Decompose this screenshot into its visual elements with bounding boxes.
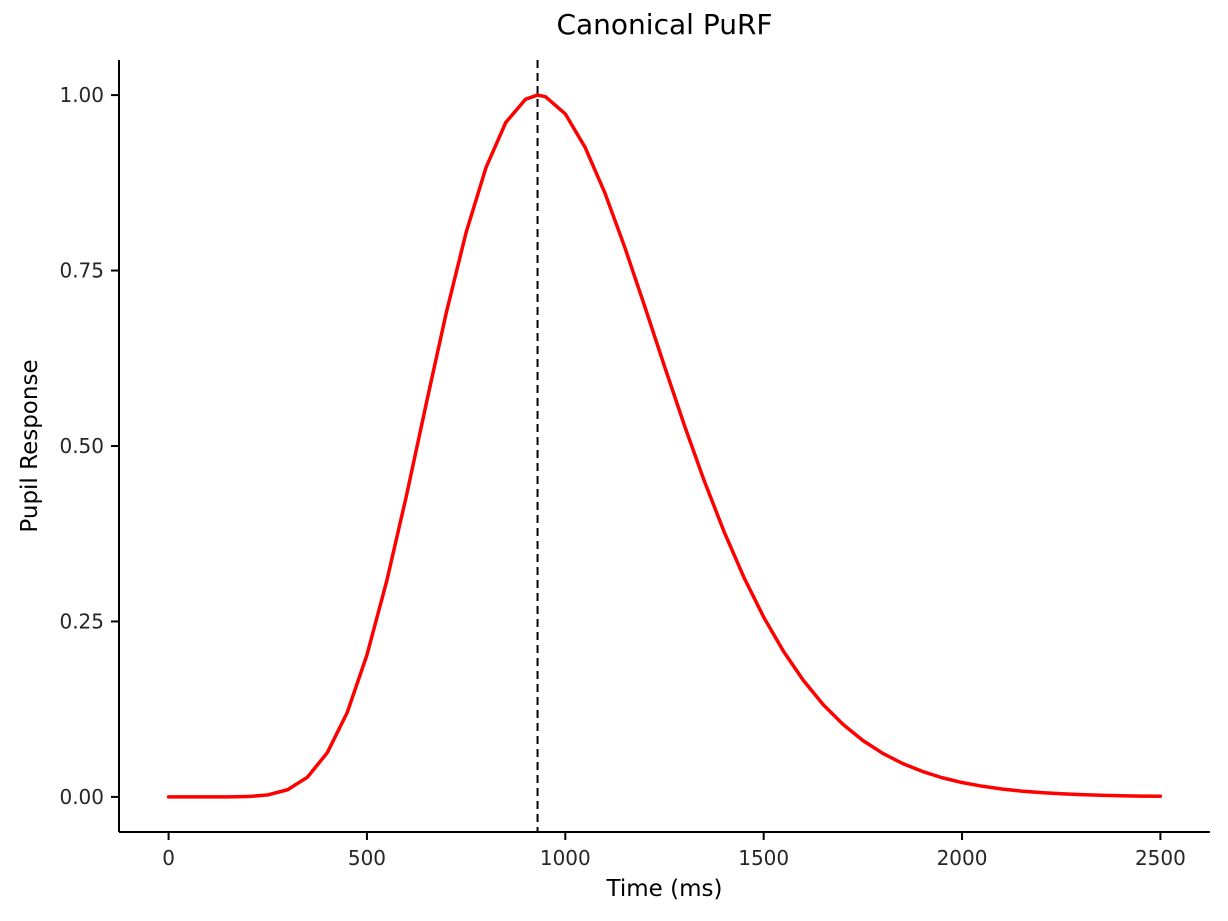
y-tick-label: 1.00 xyxy=(59,83,104,107)
y-tick-label: 0.75 xyxy=(59,259,104,283)
x-tick-label: 500 xyxy=(348,846,386,870)
y-tick-label: 0.00 xyxy=(59,785,104,809)
x-tick-label: 0 xyxy=(162,846,175,870)
x-tick-label: 1000 xyxy=(540,846,591,870)
x-tick-label: 2500 xyxy=(1135,846,1186,870)
x-axis-label: Time (ms) xyxy=(606,876,723,902)
x-tick-label: 2000 xyxy=(937,846,988,870)
x-tick-label: 1500 xyxy=(738,846,789,870)
y-tick-label: 0.50 xyxy=(59,434,104,458)
canonical-purf-curve xyxy=(166,93,1163,799)
y-tick-label: 0.25 xyxy=(59,609,104,633)
chart-title: Canonical PuRF xyxy=(556,8,773,41)
